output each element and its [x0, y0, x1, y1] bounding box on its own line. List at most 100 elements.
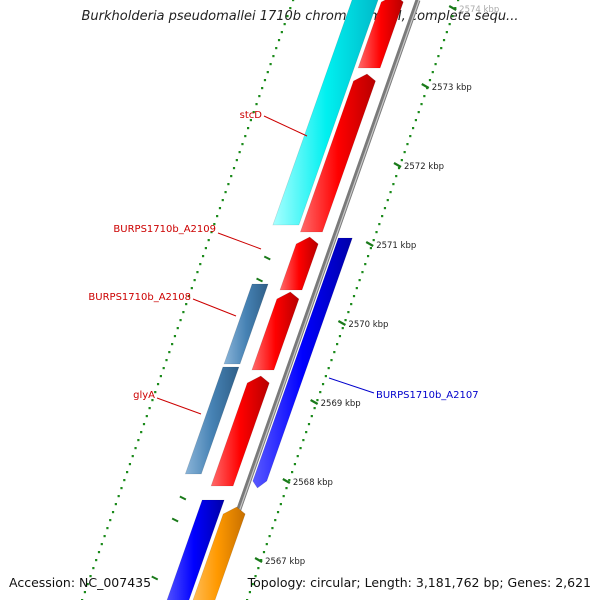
gc-dot-left — [92, 567, 95, 570]
scale-tick — [365, 241, 374, 247]
cds-feature[interactable] — [210, 375, 270, 487]
gc-dot-left — [280, 31, 283, 34]
scale-tick-label: 2574 kbp — [459, 5, 499, 15]
gc-dot-left — [171, 343, 174, 346]
gc-dot-left — [255, 103, 258, 106]
scale-tick — [421, 83, 430, 89]
scale-tick — [310, 399, 319, 405]
gc-dot-right — [327, 367, 330, 370]
gc-dot-left — [289, 7, 292, 10]
other-feature[interactable] — [190, 506, 246, 600]
gc-dot-right — [350, 303, 353, 306]
gc-dot-right — [366, 255, 370, 258]
gc-dot-right — [274, 519, 277, 522]
gc-dot-right — [307, 423, 311, 426]
cds-feature[interactable] — [164, 499, 225, 600]
gc-dot-left — [156, 383, 160, 386]
gc-dot-right — [428, 79, 432, 82]
gc-dot-left — [140, 431, 143, 434]
gc-dot-right — [279, 503, 282, 506]
gc-dot-right — [361, 271, 364, 274]
cog-feature[interactable] — [223, 283, 269, 365]
scale-tick-label: 2572 kbp — [404, 162, 444, 172]
backbone-highlight — [207, 0, 420, 600]
gene-label[interactable]: BURPS1710b_A2107 — [376, 390, 479, 401]
gc-dot-right — [330, 359, 333, 362]
cog-feature[interactable] — [184, 366, 240, 475]
gc-dot-right — [383, 207, 387, 210]
reverse-cds-feature[interactable] — [252, 237, 353, 489]
gc-dot-right — [392, 183, 395, 186]
gc-dot-right — [338, 335, 342, 338]
gc-dot-right — [364, 263, 367, 266]
gc-dot-left — [120, 487, 123, 490]
gc-dot-left — [131, 455, 134, 458]
gc-dot-left — [199, 263, 202, 266]
gc-dot-left — [266, 71, 269, 74]
gene-label[interactable]: BURPS1710b_A2108 — [88, 292, 191, 303]
gc-dot-left — [241, 143, 244, 146]
gc-dot-left — [269, 63, 272, 66]
gc-dot-right — [417, 111, 420, 114]
scale-tick-label: 2568 kbp — [293, 478, 333, 488]
scale-tick-label: 2570 kbp — [348, 320, 388, 330]
gc-dot-left — [151, 399, 154, 402]
gc-dot-left — [258, 95, 261, 98]
gc-dot-right — [276, 511, 280, 514]
gc-dot-right — [248, 591, 252, 594]
gc-dot-right — [411, 127, 415, 130]
gc-dot-left — [182, 311, 185, 314]
gc-dot-left — [86, 583, 89, 586]
label-leader-line — [217, 232, 262, 250]
cds-feature[interactable] — [251, 291, 300, 371]
gc-dot-left — [145, 415, 148, 418]
minor-tick — [171, 517, 179, 523]
gc-dot-left — [238, 151, 241, 154]
gc-dot-left — [275, 47, 278, 50]
gc-dot-left — [100, 543, 103, 546]
trna-feature[interactable] — [272, 0, 380, 226]
gc-dot-right — [409, 135, 412, 138]
gene-label[interactable]: BURPS1710b_A2109 — [113, 224, 216, 235]
minor-tick — [151, 575, 159, 581]
gc-dot-right — [454, 7, 457, 10]
label-leader-line — [156, 397, 202, 415]
cds-feature[interactable] — [357, 0, 404, 69]
gc-dot-right — [423, 95, 426, 98]
gc-dot-right — [262, 551, 266, 554]
gc-dot-right — [414, 119, 417, 122]
gc-dot-left — [292, 0, 295, 2]
gc-dot-left — [187, 295, 191, 298]
gc-dot-right — [442, 39, 446, 42]
gc-dot-right — [369, 247, 372, 250]
gc-dot-right — [310, 415, 313, 418]
cds-feature[interactable] — [299, 73, 376, 233]
scale-tick-label: 2567 kbp — [265, 557, 305, 567]
gene-label[interactable]: glyA — [133, 390, 155, 401]
cds-feature[interactable] — [279, 236, 319, 291]
scale-tick-label: 2573 kbp — [432, 83, 472, 93]
gc-dot-right — [321, 383, 325, 386]
gc-dot-left — [185, 303, 188, 306]
gc-dot-left — [103, 535, 106, 538]
gc-dot-right — [251, 583, 254, 586]
gene-label[interactable]: stcD — [240, 110, 263, 121]
gc-dot-right — [378, 223, 381, 226]
gc-dot-left — [126, 471, 129, 474]
gc-dot-left — [221, 199, 224, 202]
gc-dot-right — [406, 143, 409, 146]
gc-dot-left — [173, 335, 177, 338]
gc-dot-left — [235, 159, 238, 162]
label-leader-line — [328, 377, 375, 394]
gc-dot-right — [440, 47, 443, 50]
gc-dot-right — [448, 23, 451, 26]
gc-dot-right — [313, 407, 316, 410]
gc-dot-left — [201, 255, 205, 258]
gc-dot-left — [159, 375, 162, 378]
gc-dot-right — [386, 199, 389, 202]
scale-tick — [393, 162, 402, 168]
gc-dot-left — [244, 135, 247, 138]
gc-dot-left — [111, 511, 115, 514]
gc-dot-right — [355, 287, 358, 290]
